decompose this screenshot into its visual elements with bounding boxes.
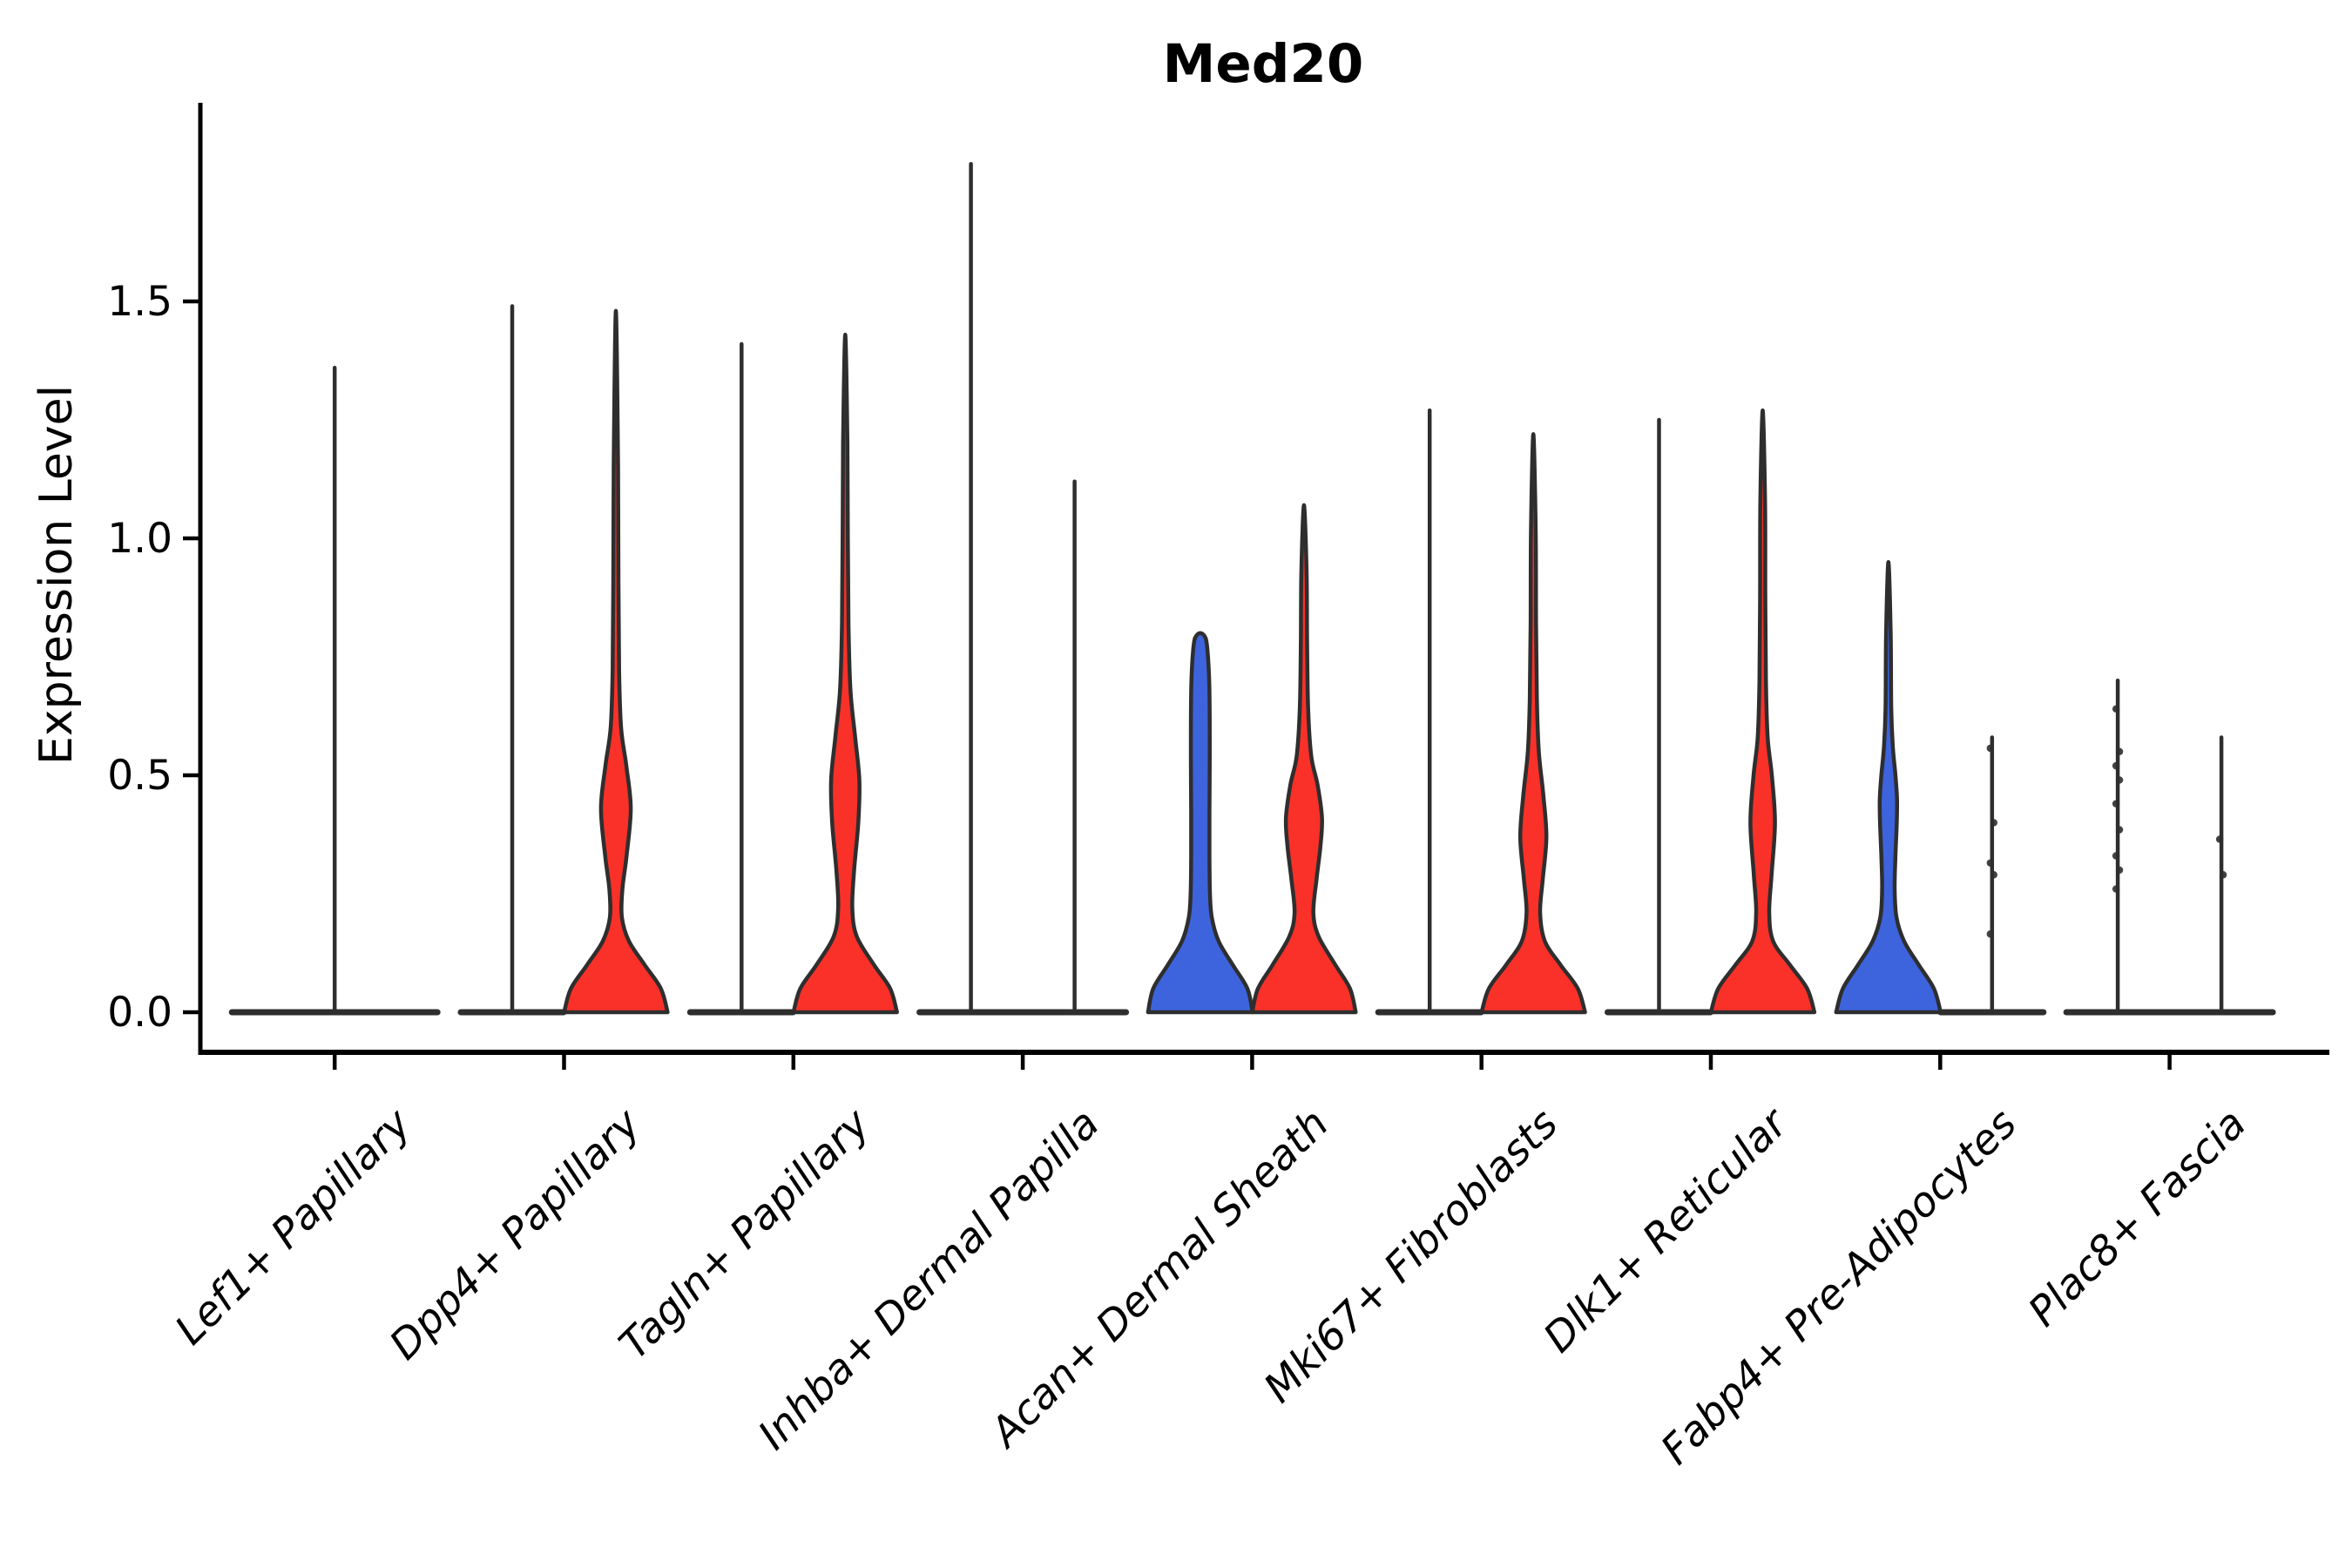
x-tick-label-plac8: Plac8+ Fascia (2019, 1100, 2255, 1336)
y-tick-label-10: 1.0 (107, 515, 172, 563)
jitter-dot (1990, 819, 1997, 827)
violin-red (562, 308, 670, 1015)
jitter-dot (1990, 871, 1997, 879)
y-tick-labels: 0.0 0.5 1.0 1.5 (107, 278, 172, 1037)
violin-red (791, 332, 899, 1015)
x-tick-labels: Lef1+ Papillary Dpp4+ Papillary Tagln+ P… (166, 1098, 2255, 1474)
jitter-dot (2112, 885, 2120, 893)
x-tick-label-dpp4: Dpp4+ Papillary (381, 1099, 651, 1369)
chart-title: Med20 (1163, 33, 1364, 95)
violin-blue (1146, 631, 1255, 1015)
x-tick-label-tagln: Tagln+ Papillary (611, 1099, 881, 1369)
x-tick-label-dlk1: Dlk1+ Reticular (1535, 1098, 1799, 1362)
jitter-dot (1986, 859, 1994, 867)
x-tick-label-lef1: Lef1+ Papillary (166, 1099, 422, 1355)
jitter-dot (2215, 835, 2224, 843)
jitter-dot (2112, 761, 2120, 770)
jitter-dot (2115, 866, 2124, 874)
jitter-dot (2115, 747, 2124, 755)
violin-geometry (183, 103, 2329, 1070)
jitter-dot (2115, 776, 2124, 784)
violin-red (1479, 432, 1587, 1015)
jitter-dot (1986, 930, 1994, 938)
jitter-dot (2112, 800, 2120, 808)
jitter-dot (1986, 744, 1994, 753)
jitter-dot (2219, 871, 2227, 879)
violin-red (1250, 503, 1358, 1015)
y-tick-label-05: 0.5 (107, 752, 172, 800)
y-axis-label: Expression Level (30, 385, 83, 765)
jitter-dot (2112, 852, 2120, 860)
jitter-dot (2112, 705, 2120, 713)
jitter-dot (2115, 826, 2124, 834)
violin-red (1708, 408, 1817, 1015)
y-tick-label-15: 1.5 (107, 278, 172, 326)
y-tick-label-0: 0.0 (107, 989, 172, 1037)
violin-blue (1834, 559, 1943, 1015)
